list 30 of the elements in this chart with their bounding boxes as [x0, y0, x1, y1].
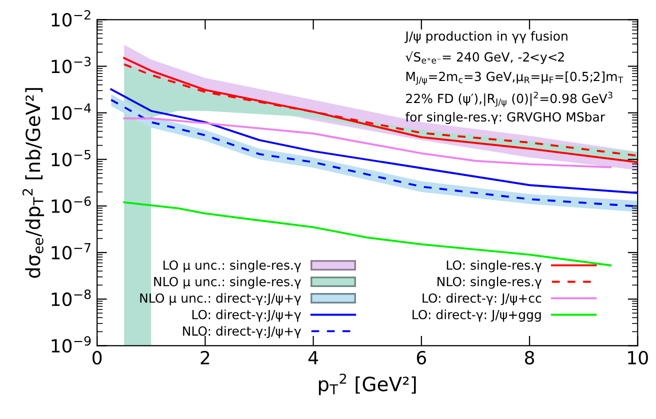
x-tick-label: 10 — [628, 350, 648, 365]
annotation: √S$_{e⁺e⁻}$= 240 GeV, -2<y<2 — [406, 51, 564, 64]
y-tick-label: 10$^{−8}$ — [52, 290, 91, 306]
legend-label: LO: direct-γ: J/ψ+cc — [422, 293, 542, 306]
legend-label: LO: single-res.γ — [446, 260, 542, 272]
x-tick-label: 0 — [92, 350, 102, 365]
y-tick-label: 10$^{−7}$ — [52, 243, 90, 260]
annotation: J/ψ production in γγ fusion — [404, 31, 568, 44]
y-tick-label: 10$^{−5}$ — [52, 150, 90, 166]
y-tick-label: 10$^{−4}$ — [52, 103, 91, 120]
annotation: 22% FD (ψ′),|R$_{J/ψ}$ (0)|$^{2}$=0.98 GeV$^{3}$ — [406, 92, 612, 107]
y-tick-label: 10$^{−6}$ — [52, 196, 91, 213]
legend-label: LO: direct-γ:J/ψ+γ — [192, 310, 301, 322]
text: M$_{J/ψ}$=2m$_{c}$=3 GeV,μ$_{R}$=μ$_{F}$=[0.5;2]m$_{T}$ — [406, 72, 624, 85]
legend-label: LO μ unc.: single-res.γ — [164, 260, 302, 272]
y-axis-title: dσ$_{ee}$/dp$_{T}$$^{2}$ [nb/GeV²] — [22, 88, 44, 278]
x-axis-title: p$_{T}$$^{2}$ [GeV²] — [318, 374, 416, 396]
y-tick-label: 10$^{−3}$ — [52, 56, 91, 74]
legend-label: LO: direct-γ: J/ψ+ggg — [412, 310, 541, 322]
legend-label: NLO: single-res.γ — [438, 276, 542, 289]
legend-label: NLO: direct-γ:J/ψ+γ — [183, 326, 301, 338]
y-tick-label: 10$^{−2}$ — [52, 10, 90, 27]
x-tick-label: 6 — [416, 350, 426, 365]
legend-label: NLO μ unc.: single-res.γ — [154, 276, 302, 289]
x-tick-label: 8 — [525, 350, 534, 365]
annotation: for single-res.γ: GRVGHO MSbar — [405, 112, 606, 124]
legend-label: NLO μ unc.: direct-γ:J/ψ+γ — [140, 293, 301, 306]
x-tick-label: 4 — [308, 351, 318, 364]
x-tick-label: 2 — [200, 350, 210, 364]
y-tick-label: 10$^{−9}$ — [52, 336, 91, 353]
